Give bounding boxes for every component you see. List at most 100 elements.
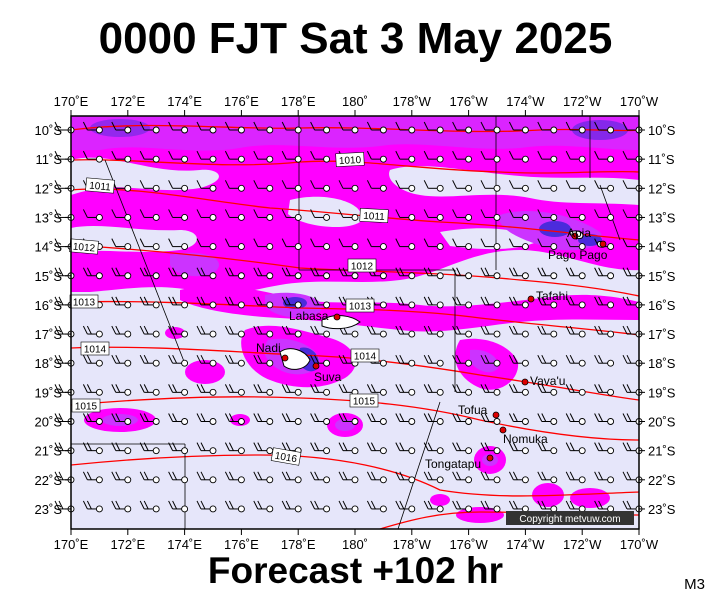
wind-barb (224, 442, 245, 455)
wind-barb (452, 180, 473, 192)
wind-barb (395, 209, 416, 221)
suva-marker (312, 362, 320, 370)
wind-barb (253, 354, 274, 367)
wind-barb (594, 325, 615, 338)
wind-barb (452, 471, 473, 484)
tofua-marker (492, 411, 500, 419)
wind-barb (196, 442, 217, 455)
wind-barb (565, 267, 586, 280)
wind-barb (196, 296, 217, 309)
wind-barb (395, 354, 416, 367)
isobar-label: 1013 (73, 298, 96, 309)
wind-barb (82, 384, 103, 396)
wind-barb (196, 267, 217, 280)
tafahi-marker (527, 295, 535, 303)
wind-barb (168, 354, 189, 367)
wind-barb (452, 150, 473, 163)
place-label-vavau: Vava'u (530, 374, 565, 388)
wind-barb (310, 384, 331, 396)
wind-barb (111, 354, 132, 367)
wind-barb (224, 180, 245, 192)
wind-barb (395, 442, 416, 455)
wind-barb (423, 267, 444, 280)
wind-barb (452, 354, 473, 367)
wind-barb (423, 209, 444, 221)
place-markers (281, 232, 607, 462)
wind-barb (111, 121, 132, 134)
wind-barb (253, 325, 274, 338)
wind-barb (508, 354, 529, 367)
lon-label-bottom: 178˚W (393, 537, 432, 552)
wind-barb (537, 354, 558, 367)
wind-barb (480, 209, 501, 221)
wind-barb (224, 500, 245, 513)
isobar-label: 1016 (274, 451, 298, 466)
wind-barb (224, 267, 245, 280)
lon-label-bottom: 180˚ (342, 537, 368, 552)
wind-barb (452, 238, 473, 251)
wind-barb (139, 354, 160, 367)
lon-label-bottom: 172˚E (110, 537, 145, 552)
lon-label-top: 174˚W (506, 94, 545, 109)
place-label-labasa: Labasa (289, 309, 329, 323)
lon-label-top: 176˚W (449, 94, 488, 109)
lat-label-right: 10˚S (648, 123, 676, 138)
wind-barb (111, 325, 132, 338)
place-label-tongatapu: Tongatapu (425, 457, 481, 471)
wind-barb (139, 296, 160, 309)
isobar-label: 1010 (339, 155, 362, 167)
vavau-marker (521, 378, 529, 386)
lon-label-bottom: 176˚W (449, 537, 488, 552)
lat-label-right: 22˚S (648, 473, 676, 488)
place-labels: Apia Pago Pago Tafahi Labasa Nadi Suva V… (256, 226, 608, 471)
wind-barb (82, 150, 103, 163)
wind-barb (395, 121, 416, 134)
wind-barb (480, 296, 501, 309)
wind-barb (537, 325, 558, 338)
lon-label-bottom: 172˚W (563, 537, 602, 552)
wind-barb (168, 384, 189, 396)
wind-barb (196, 180, 217, 192)
wind-barb (366, 238, 387, 251)
lat-label-left: 20˚S (35, 415, 63, 430)
model-code: M3 (684, 576, 705, 593)
wind-barb (338, 238, 359, 251)
lat-label-right: 11˚S (648, 152, 675, 167)
wind-barb (139, 413, 160, 425)
wind-barb (310, 325, 331, 338)
wind-barb (111, 413, 132, 425)
wind-barb (480, 500, 501, 513)
wind-barb (565, 500, 586, 513)
lat-label-left: 19˚S (35, 385, 63, 400)
place-label-nadi: Nadi (256, 341, 281, 355)
wind-barb (423, 384, 444, 396)
wind-barb (452, 267, 473, 280)
wind-barb (480, 150, 501, 163)
copyright-text: Copyright metvuw.com (519, 514, 620, 525)
wind-barb (452, 384, 473, 396)
wind-barb (196, 209, 217, 221)
wind-barb (537, 209, 558, 221)
wind-barb (537, 471, 558, 484)
wind-barb (338, 121, 359, 134)
wind-barb (594, 471, 615, 484)
wind-barb (253, 121, 274, 134)
lon-label-top: 178˚E (281, 94, 316, 109)
lon-label-top: 176˚E (224, 94, 259, 109)
wind-barb (565, 296, 586, 309)
wind-barb (537, 384, 558, 396)
wind-barb (366, 442, 387, 455)
wind-barb (253, 500, 274, 513)
wind-barb (594, 500, 615, 513)
lon-label-bottom: 170˚W (620, 537, 659, 552)
wind-barb (565, 209, 586, 221)
wind-barb (594, 209, 615, 221)
wind-barb (594, 180, 615, 192)
wind-barb (452, 413, 473, 425)
wind-barb (281, 500, 302, 513)
wind-barb (480, 471, 501, 484)
wind-barb (224, 209, 245, 221)
wind-barb (281, 413, 302, 425)
wind-barb (82, 471, 103, 484)
